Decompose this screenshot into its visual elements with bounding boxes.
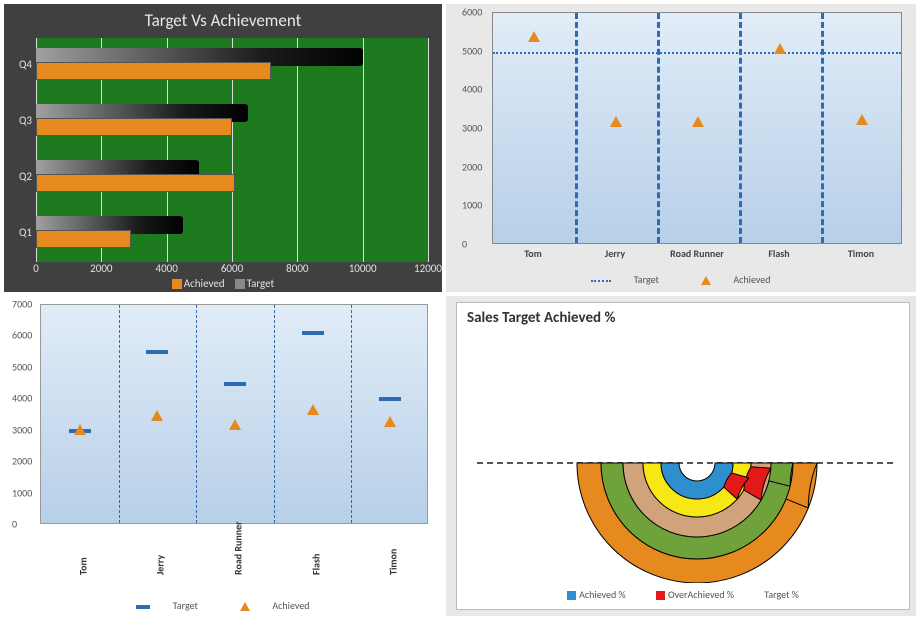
bar-achieved — [36, 118, 232, 136]
y-tick-label: 4000 — [462, 83, 482, 96]
y-tick-label: 0 — [12, 518, 17, 531]
legend-label-achieved: Achieved — [272, 599, 309, 612]
x-category-label: Road Runner — [232, 521, 245, 575]
x-tick-label: 0 — [33, 262, 39, 275]
x-category-label: Flash — [309, 554, 322, 575]
legend-swatch-target — [235, 279, 245, 289]
achieved-marker — [528, 31, 540, 42]
chart-title: Target Vs Achievement — [4, 4, 442, 35]
legend-label-achieved: Achieved — [184, 277, 225, 290]
y-tick-label: 0 — [462, 238, 467, 251]
x-category-label: Jerry — [154, 555, 167, 575]
legend-label-over: OverAchieved % — [668, 588, 734, 601]
y-tick-label: 1000 — [12, 486, 32, 499]
bar-achieved — [36, 62, 271, 80]
legend-swatch-triangle-icon — [240, 602, 250, 611]
chart-legend: Achieved % OverAchieved % Target % — [457, 588, 909, 601]
y-tick-label: 3000 — [462, 122, 482, 135]
x-category-label: Tom — [76, 557, 89, 575]
x-tick-label: 8000 — [286, 262, 308, 275]
legend-label-target: Target % — [764, 588, 799, 601]
bar-achieved — [36, 174, 235, 192]
legend-swatch-over — [656, 591, 665, 600]
y-tick-label: 7000 — [12, 298, 32, 311]
chart-gauge-sales-target: Sales Target Achieved % Achieved % OverA… — [446, 296, 916, 616]
gauge-svg — [457, 303, 911, 583]
y-tick-label: 3000 — [12, 423, 32, 436]
legend-swatch-achieved — [172, 279, 182, 289]
chart-legend: Achieved Target — [4, 277, 442, 290]
achieved-marker — [151, 410, 163, 421]
x-category-label: Jerry — [605, 247, 625, 260]
x-category-label: Flash — [768, 247, 789, 260]
achieved-marker — [856, 114, 868, 125]
y-category-label: Q1 — [19, 226, 32, 239]
x-category-label: Tom — [524, 247, 542, 260]
y-category-label: Q3 — [19, 114, 32, 127]
achieved-marker — [307, 404, 319, 415]
x-tick-label: 2000 — [90, 262, 112, 275]
target-marker — [302, 331, 324, 335]
legend-label-achieved: Achieved % — [579, 588, 626, 601]
x-tick-label: 4000 — [156, 262, 178, 275]
legend-swatch-target-line-icon — [591, 280, 611, 282]
x-tick-label: 10000 — [349, 262, 377, 275]
y-category-label: Q4 — [19, 58, 32, 71]
chart-plot-area: Q4Q3Q2Q1 — [36, 38, 428, 262]
x-axis: 020004000600080001000012000 — [36, 262, 428, 276]
target-marker — [146, 350, 168, 354]
legend-swatch-achieved — [567, 591, 576, 600]
target-marker — [224, 382, 246, 386]
achieved-marker — [692, 116, 704, 127]
legend-label-target: Target — [247, 277, 275, 290]
legend-label-achieved: Achieved — [733, 273, 770, 286]
achieved-marker — [610, 116, 622, 127]
y-tick-label: 6000 — [12, 329, 32, 342]
y-tick-label: 2000 — [12, 455, 32, 468]
y-tick-label: 1000 — [462, 199, 482, 212]
x-category-label: Timon — [848, 247, 874, 260]
chart-target-vs-achievement: Target Vs Achievement Q4Q3Q2Q1 020004000… — [4, 4, 442, 292]
y-tick-label: 6000 — [462, 6, 482, 19]
chart-achieved-vs-target-line: Target Achieved 0 1000 2000 3000 4000 5000 600… — [446, 4, 916, 292]
y-tick-label: 5000 — [462, 44, 482, 57]
chart-legend: Target Achieved — [4, 599, 442, 612]
y-tick-label: 2000 — [462, 160, 482, 173]
achieved-marker — [74, 424, 86, 435]
target-line — [493, 52, 901, 54]
y-category-label: Q2 — [19, 170, 32, 183]
x-category-label: Timon — [387, 549, 400, 575]
achieved-marker — [774, 43, 786, 54]
x-category-label: Road Runner — [670, 247, 724, 260]
target-marker — [379, 397, 401, 401]
achieved-marker — [229, 419, 241, 430]
legend-label-target: Target — [173, 599, 198, 612]
x-tick-label: 6000 — [221, 262, 243, 275]
y-tick-label: 4000 — [12, 392, 32, 405]
chart-plot-area — [40, 304, 428, 524]
chart-target-marker-vs-achieved: Target Achieved 0 1000 2000 3000 4000 5000 600… — [4, 296, 442, 616]
legend-swatch-target-tick-icon — [136, 605, 150, 609]
bar-achieved — [36, 230, 131, 248]
chart-plot-area — [492, 12, 902, 244]
y-tick-label: 5000 — [12, 360, 32, 373]
chart-legend: Target Achieved — [446, 273, 916, 286]
achieved-marker — [384, 416, 396, 427]
x-tick-label: 12000 — [414, 262, 442, 275]
legend-label-target: Target — [634, 273, 659, 286]
legend-swatch-triangle-icon — [701, 276, 711, 285]
